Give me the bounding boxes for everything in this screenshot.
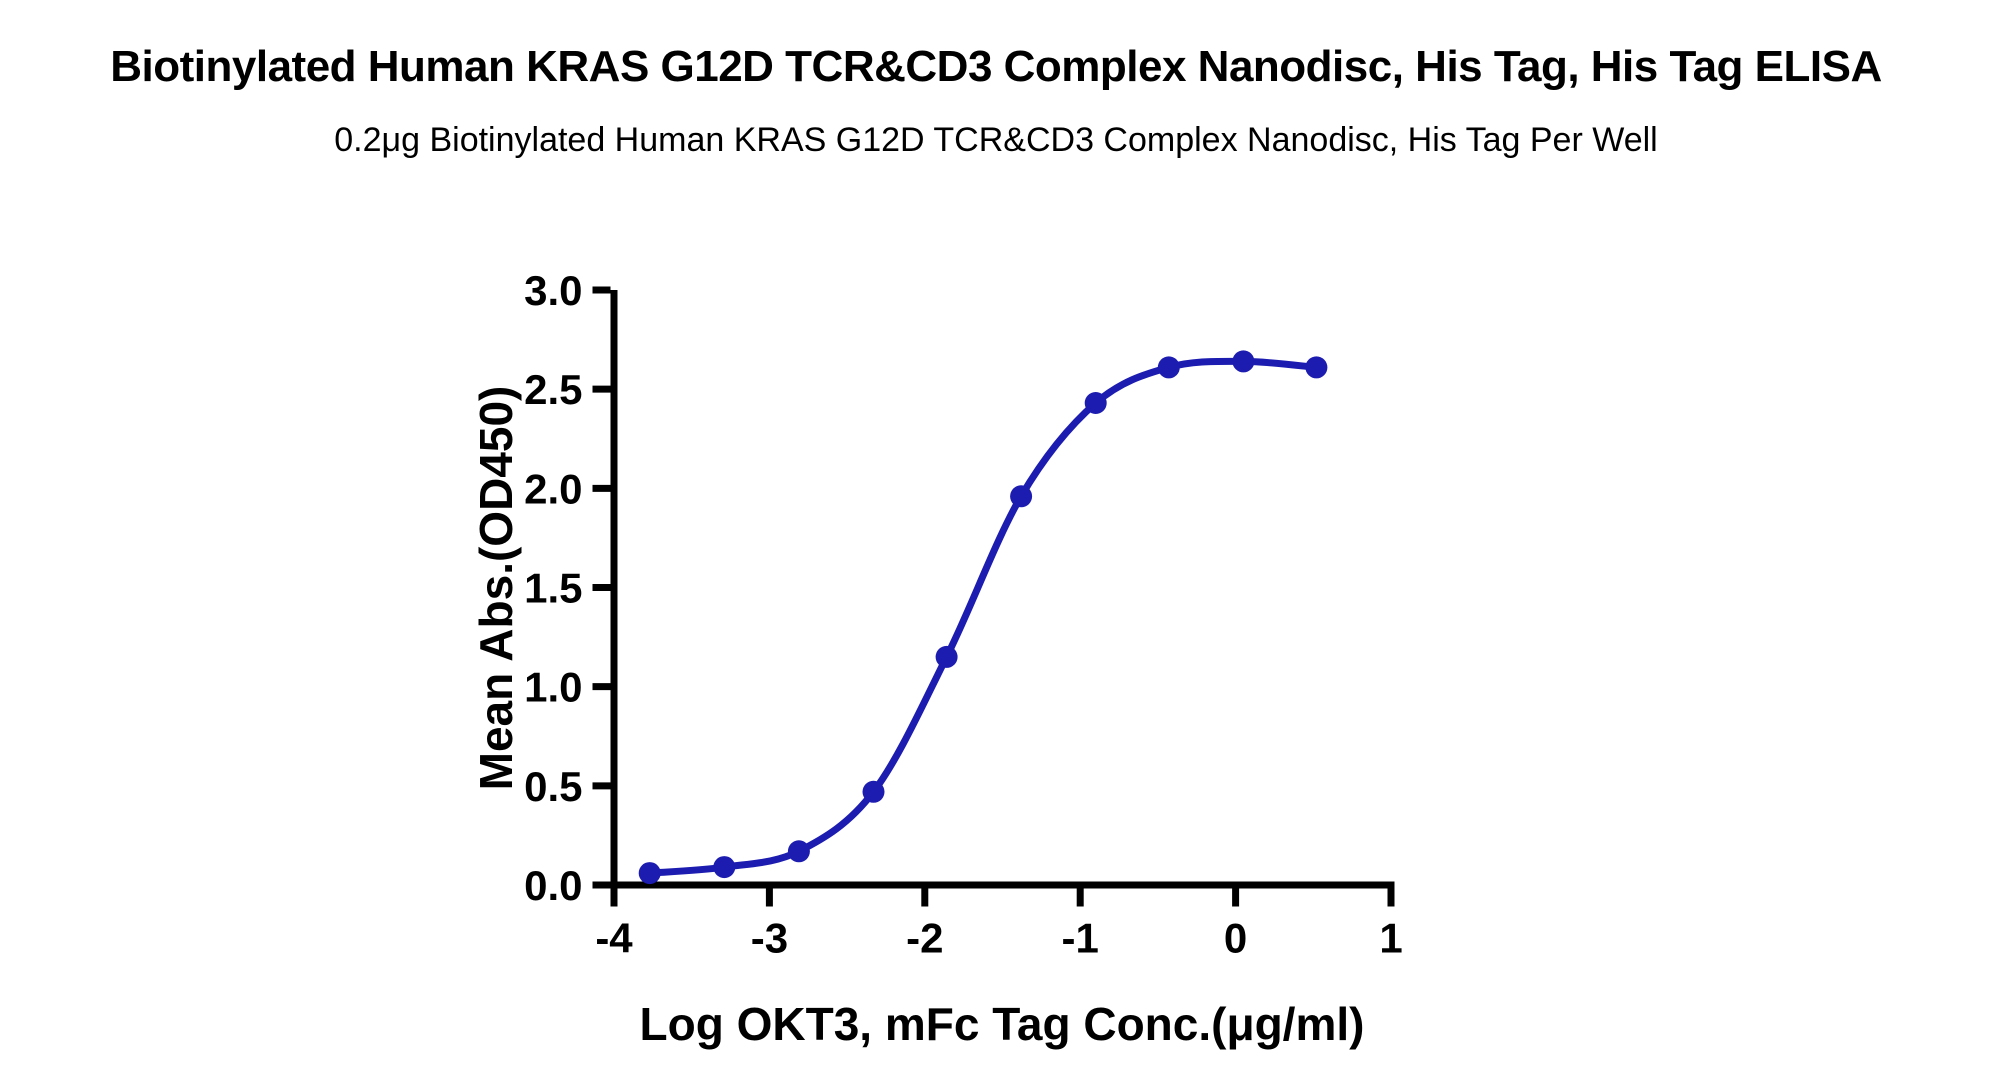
- y-tick-label: 1.0: [524, 664, 582, 711]
- data-point: [713, 856, 736, 879]
- data-point: [1305, 356, 1328, 379]
- data-point: [935, 645, 958, 668]
- y-tick-label: 2.5: [524, 366, 582, 413]
- y-tick-label: 1.5: [524, 565, 582, 612]
- x-tick-label: -2: [906, 915, 943, 962]
- data-point: [1084, 392, 1107, 414]
- y-tick-label: 2.0: [524, 465, 582, 512]
- y-tick-label: 0.0: [524, 862, 582, 909]
- chart-title: Biotinylated Human KRAS G12D TCR&CD3 Com…: [110, 42, 1882, 91]
- x-tick-label: -4: [595, 915, 633, 962]
- y-axis-title: Mean Abs.(OD450): [470, 386, 522, 791]
- series-okt3-mfc-tag: [638, 350, 1328, 885]
- x-axis-title: Log OKT3, mFc Tag Conc.(μg/ml): [640, 998, 1365, 1050]
- fit-curve: [646, 357, 1320, 877]
- data-point: [638, 862, 661, 885]
- data-point: [1157, 356, 1180, 379]
- data-point: [1010, 485, 1033, 508]
- data-point: [787, 840, 810, 863]
- data-point: [1232, 350, 1255, 373]
- chart-subtitle: 0.2μg Biotinylated Human KRAS G12D TCR&C…: [334, 121, 1658, 159]
- x-tick-label: -1: [1062, 915, 1099, 962]
- data-point: [862, 780, 885, 803]
- x-tick-label: 0: [1224, 915, 1247, 962]
- y-tick-label: 3.0: [524, 267, 582, 314]
- x-tick-label: 1: [1379, 915, 1402, 962]
- axes: 0.0 0.5 1.0 1.5 2.0 2.5 3.0 -4 -3 -2 -1 0 1: [524, 267, 1403, 962]
- x-tick-label: -3: [751, 915, 788, 962]
- y-tick-label: 0.5: [524, 763, 582, 810]
